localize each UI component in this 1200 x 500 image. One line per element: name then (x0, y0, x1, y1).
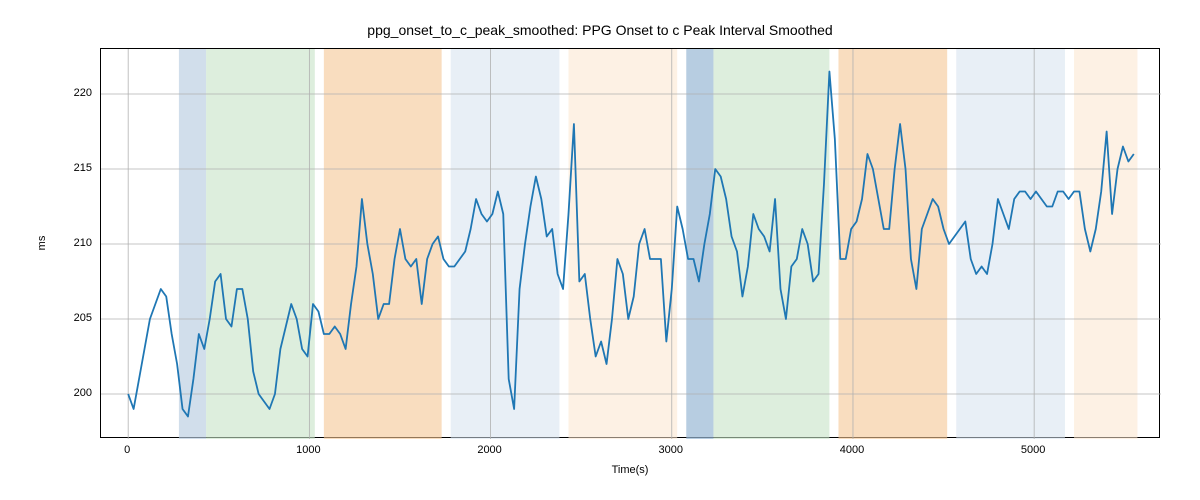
y-tick-label: 200 (74, 387, 92, 399)
figure: ppg_onset_to_c_peak_smoothed: PPG Onset … (0, 0, 1200, 500)
x-tick-label: 2000 (477, 444, 501, 456)
y-tick-label: 220 (74, 87, 92, 99)
y-axis-label: ms (36, 236, 48, 251)
x-tick-label: 5000 (1021, 444, 1045, 456)
y-tick-label: 215 (74, 162, 92, 174)
chart-svg (101, 49, 1161, 439)
plot-area (100, 48, 1160, 438)
x-tick-label: 0 (124, 444, 130, 456)
x-tick-label: 1000 (296, 444, 320, 456)
x-tick-label: 4000 (840, 444, 864, 456)
x-tick-label: 3000 (659, 444, 683, 456)
chart-title: ppg_onset_to_c_peak_smoothed: PPG Onset … (0, 22, 1200, 38)
x-axis-label: Time(s) (612, 464, 649, 476)
y-tick-label: 210 (74, 237, 92, 249)
y-tick-label: 205 (74, 312, 92, 324)
